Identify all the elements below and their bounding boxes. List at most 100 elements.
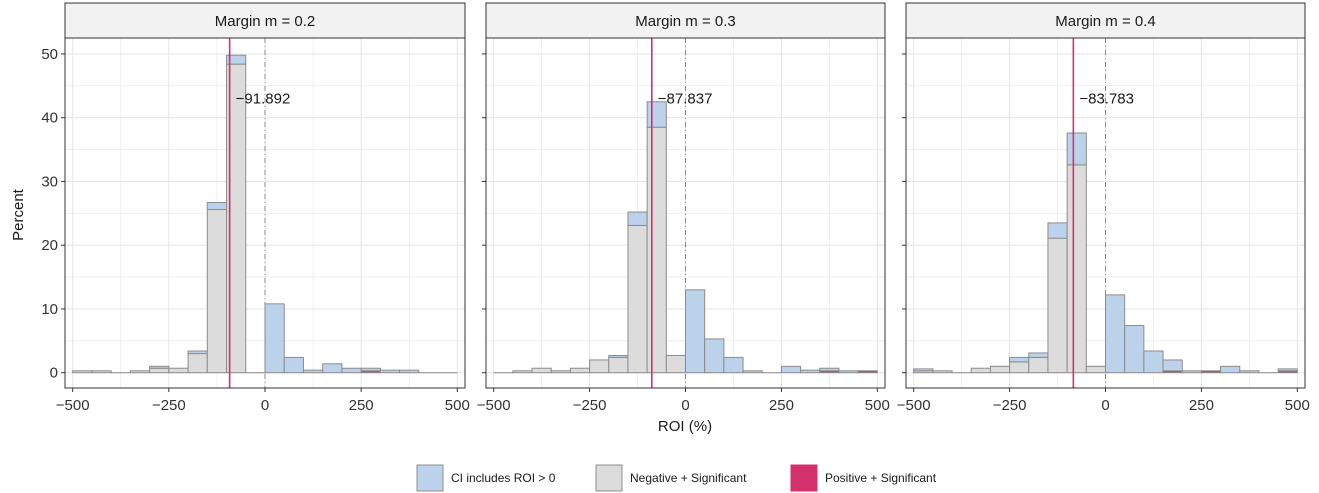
x-tick-label: 0 (1101, 397, 1109, 414)
x-tick-label: 250 (1189, 397, 1214, 414)
x-tick-label: −250 (993, 397, 1027, 414)
histogram-bar (1047, 237, 1068, 374)
mean-value-label: −83.783 (1079, 91, 1134, 108)
histogram-bar (341, 367, 362, 374)
histogram-bar (913, 368, 934, 372)
legend-swatch (595, 464, 623, 492)
histogram-bar (512, 370, 533, 374)
histogram-bar (149, 365, 170, 369)
histogram-bar (970, 367, 991, 374)
histogram-bar (742, 370, 763, 374)
x-tick-label: −250 (573, 397, 607, 414)
histogram-bar (723, 356, 744, 374)
histogram-bar (1162, 359, 1183, 372)
legend-label: Negative + Significant (630, 471, 747, 485)
histogram-bar (322, 363, 343, 374)
facet-strip (485, 2, 886, 39)
histogram-bar (1220, 365, 1241, 374)
histogram-bar (187, 350, 208, 355)
histogram-bar (1066, 164, 1087, 374)
histogram-bar (1009, 356, 1030, 363)
histogram-bar (1009, 361, 1030, 374)
x-tick-label: 250 (769, 397, 794, 414)
x-tick-label: −500 (56, 397, 90, 414)
histogram-bar (550, 370, 571, 374)
histogram-bar (226, 54, 247, 65)
x-tick-label: −250 (152, 397, 186, 414)
legend-label: CI includes ROI > 0 (451, 471, 556, 485)
y-tick-label: 50 (41, 46, 58, 63)
x-tick-label: −500 (897, 397, 931, 414)
histogram-bar (685, 289, 706, 374)
histogram-bar (399, 369, 420, 374)
facet-panel: Margin m = 0.2 −91.892 −500 −250 0 250 500 0 10 2… (41, 2, 470, 414)
histogram-bar (531, 367, 552, 374)
facet-strip (64, 2, 466, 39)
legend-swatch (416, 464, 444, 492)
facet-title: Margin m = 0.2 (215, 13, 315, 30)
histogram-bar (360, 367, 381, 372)
histogram-bar (1028, 356, 1049, 374)
y-tick-label: 40 (41, 110, 58, 127)
histogram-bar (646, 126, 667, 374)
histogram-bar (589, 359, 610, 374)
histogram-bar (187, 353, 208, 374)
histogram-bar (1181, 370, 1202, 374)
histogram-bar (1047, 222, 1068, 239)
histogram-bar (379, 369, 401, 374)
histogram-bar (1239, 370, 1260, 374)
mean-value-label: −91.892 (236, 91, 291, 108)
histogram-bar (569, 367, 591, 374)
histogram-bar (302, 369, 324, 374)
y-tick-label: 0 (50, 365, 58, 382)
mean-value-label: −87.837 (658, 91, 713, 108)
x-tick-label: −500 (477, 397, 511, 414)
legend: CI includes ROI > 0 Negative + Significan… (416, 464, 937, 492)
legend-swatch (790, 464, 818, 492)
x-tick-label: 250 (349, 397, 374, 414)
histogram-bar (627, 224, 648, 374)
histogram-bar (129, 370, 151, 374)
y-tick-label: 30 (41, 173, 58, 190)
histogram-bar (206, 208, 228, 374)
histogram-bar (608, 356, 629, 374)
histogram-bar (1143, 350, 1164, 374)
facet-title: Margin m = 0.3 (635, 13, 735, 30)
histogram-bar (704, 338, 725, 374)
facet-panel: Margin m = 0.3 −87.837 −500 −250 0 250 500 (477, 2, 890, 414)
x-tick-label: 0 (681, 397, 689, 414)
y-axis-title: Percent (10, 188, 27, 241)
histogram-bar (819, 367, 840, 372)
facet-panel: Margin m = 0.4 −83.783 −500 −250 0 250 500 (897, 2, 1310, 414)
histogram-bar (1200, 370, 1222, 374)
histogram-bar (608, 354, 629, 358)
histogram-bar (283, 356, 304, 374)
histogram-bar (91, 370, 112, 374)
x-axis-title: ROI (%) (658, 418, 712, 435)
facet-title: Margin m = 0.4 (1055, 13, 1155, 30)
histogram-bar (168, 367, 189, 374)
histogram-bar (72, 370, 93, 374)
x-tick-label: 500 (445, 397, 470, 414)
x-tick-label: 500 (1285, 397, 1310, 414)
panels: Margin m = 0.2−91.892−500 −250 0 250 5000102… (41, 2, 1310, 414)
histogram-bar (1124, 325, 1145, 374)
histogram-bar (206, 201, 228, 210)
histogram-bar (1028, 352, 1049, 358)
x-tick-label: 0 (261, 397, 269, 414)
histogram-bar (989, 365, 1011, 374)
facet-strip (905, 2, 1306, 39)
histogram-bar (665, 354, 687, 374)
histogram-bar (264, 303, 285, 374)
histogram-bar (838, 370, 859, 374)
histogram-bar (857, 370, 878, 374)
histogram-bar (1277, 368, 1298, 372)
histogram-bar (932, 370, 953, 374)
histogram-bar (1105, 294, 1126, 374)
histogram-bar (780, 365, 802, 374)
histogram-bar (149, 367, 170, 374)
legend-label: Positive + Significant (825, 471, 937, 485)
histogram-bar (800, 369, 821, 374)
histogram-bar (1066, 132, 1087, 166)
